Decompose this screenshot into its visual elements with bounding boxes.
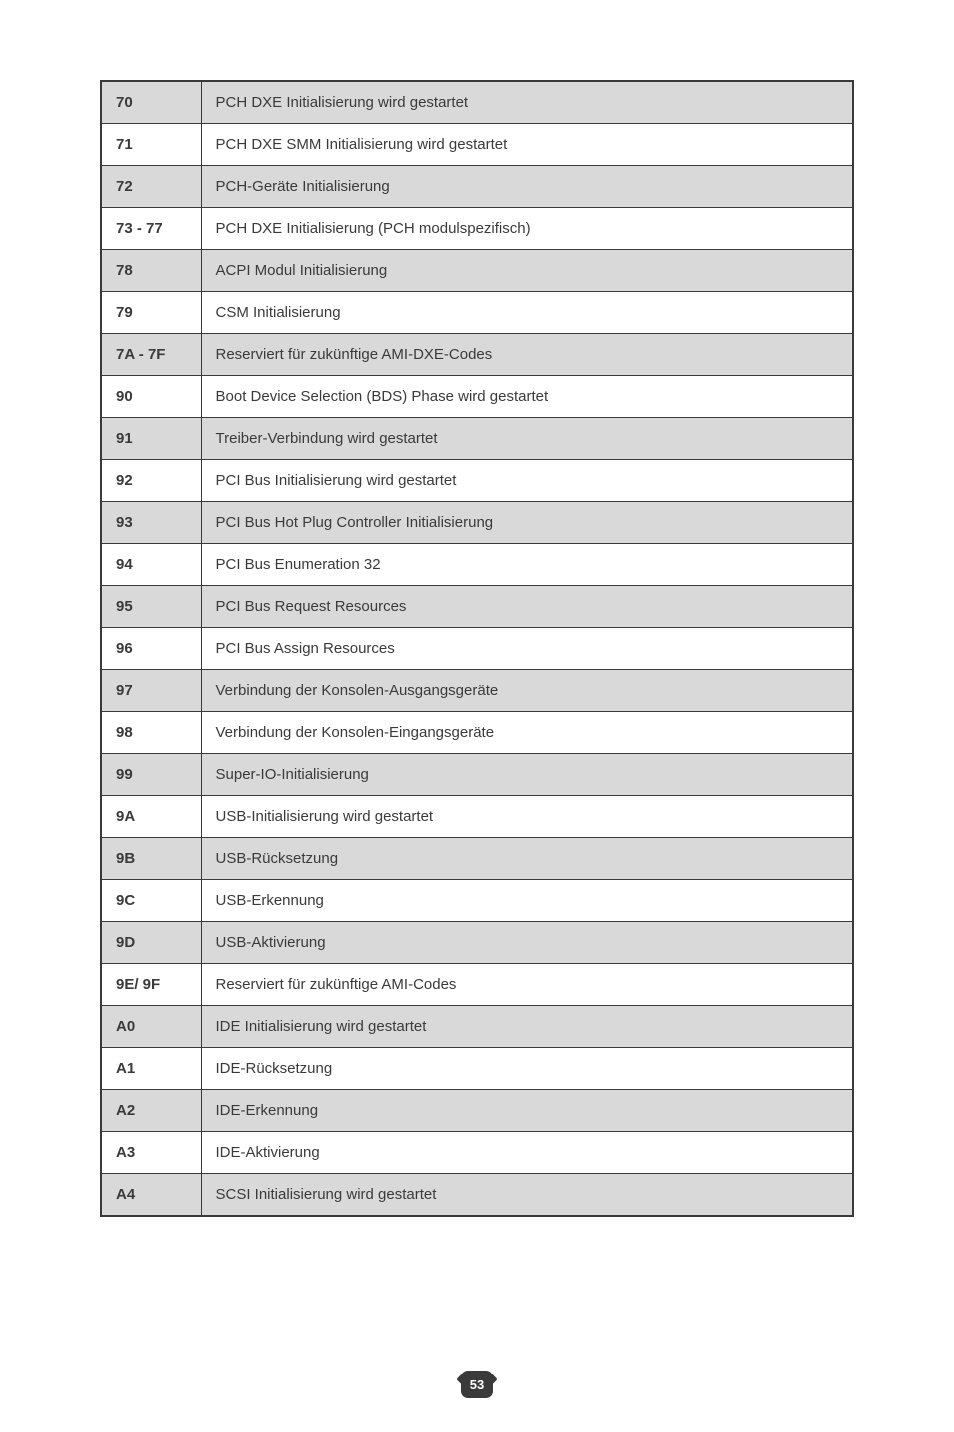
description-cell: IDE Initialisierung wird gestartet (201, 1006, 853, 1048)
description-cell: PCH DXE Initialisierung wird gestartet (201, 81, 853, 124)
table-row: 98Verbindung der Konsolen-Eingangsgeräte (101, 712, 853, 754)
description-cell: Verbindung der Konsolen-Eingangsgeräte (201, 712, 853, 754)
code-cell: 79 (101, 292, 201, 334)
description-cell: Super-IO-Initialisierung (201, 754, 853, 796)
description-cell: Treiber-Verbindung wird gestartet (201, 418, 853, 460)
code-cell: 9D (101, 922, 201, 964)
table-row: 95PCI Bus Request Resources (101, 586, 853, 628)
code-cell: 71 (101, 124, 201, 166)
description-cell: USB-Aktivierung (201, 922, 853, 964)
description-cell: PCH-Geräte Initialisierung (201, 166, 853, 208)
page-footer: 53 (0, 1371, 954, 1398)
code-cell: 7A - 7F (101, 334, 201, 376)
table-row: 79CSM Initialisierung (101, 292, 853, 334)
code-cell: 9B (101, 838, 201, 880)
code-cell: 90 (101, 376, 201, 418)
table-row: A0IDE Initialisierung wird gestartet (101, 1006, 853, 1048)
code-cell: 95 (101, 586, 201, 628)
description-cell: PCI Bus Initialisierung wird gestartet (201, 460, 853, 502)
table-row: 73 - 77PCH DXE Initialisierung (PCH modu… (101, 208, 853, 250)
table-row: 94PCI Bus Enumeration 32 (101, 544, 853, 586)
description-cell: USB-Erkennung (201, 880, 853, 922)
table-row: 9DUSB-Aktivierung (101, 922, 853, 964)
table-row: 9E/ 9FReserviert für zukünftige AMI-Code… (101, 964, 853, 1006)
description-cell: CSM Initialisierung (201, 292, 853, 334)
description-cell: USB-Rücksetzung (201, 838, 853, 880)
description-cell: Reserviert für zukünftige AMI-DXE-Codes (201, 334, 853, 376)
description-cell: SCSI Initialisierung wird gestartet (201, 1174, 853, 1217)
code-cell: 99 (101, 754, 201, 796)
table-row: 92PCI Bus Initialisierung wird gestartet (101, 460, 853, 502)
description-cell: IDE-Aktivierung (201, 1132, 853, 1174)
table-row: 78ACPI Modul Initialisierung (101, 250, 853, 292)
table-row: 70PCH DXE Initialisierung wird gestartet (101, 81, 853, 124)
code-cell: 9C (101, 880, 201, 922)
table-row: 9AUSB-Initialisierung wird gestartet (101, 796, 853, 838)
code-cell: 94 (101, 544, 201, 586)
table-row: 7A - 7FReserviert für zukünftige AMI-DXE… (101, 334, 853, 376)
description-cell: IDE-Erkennung (201, 1090, 853, 1132)
table-row: A2IDE-Erkennung (101, 1090, 853, 1132)
description-cell: PCI Bus Assign Resources (201, 628, 853, 670)
code-cell: 70 (101, 81, 201, 124)
code-cell: 96 (101, 628, 201, 670)
code-cell: 98 (101, 712, 201, 754)
code-cell: A4 (101, 1174, 201, 1217)
table-row: 99Super-IO-Initialisierung (101, 754, 853, 796)
code-cell: 92 (101, 460, 201, 502)
description-cell: USB-Initialisierung wird gestartet (201, 796, 853, 838)
description-cell: PCI Bus Enumeration 32 (201, 544, 853, 586)
table-row: 72PCH-Geräte Initialisierung (101, 166, 853, 208)
codes-table: 70PCH DXE Initialisierung wird gestartet… (100, 80, 854, 1217)
table-row: 71PCH DXE SMM Initialisierung wird gesta… (101, 124, 853, 166)
code-cell: 97 (101, 670, 201, 712)
description-cell: PCI Bus Hot Plug Controller Initialisier… (201, 502, 853, 544)
table-row: 91Treiber-Verbindung wird gestartet (101, 418, 853, 460)
table-row: 9CUSB-Erkennung (101, 880, 853, 922)
description-cell: Boot Device Selection (BDS) Phase wird g… (201, 376, 853, 418)
code-cell: 91 (101, 418, 201, 460)
code-cell: 9E/ 9F (101, 964, 201, 1006)
description-cell: PCH DXE Initialisierung (PCH modulspezif… (201, 208, 853, 250)
table-row: 93PCI Bus Hot Plug Controller Initialisi… (101, 502, 853, 544)
description-cell: ACPI Modul Initialisierung (201, 250, 853, 292)
description-cell: PCH DXE SMM Initialisierung wird gestart… (201, 124, 853, 166)
table-row: 9BUSB-Rücksetzung (101, 838, 853, 880)
code-cell: 93 (101, 502, 201, 544)
code-cell: A0 (101, 1006, 201, 1048)
description-cell: Reserviert für zukünftige AMI-Codes (201, 964, 853, 1006)
code-cell: 72 (101, 166, 201, 208)
code-cell: 73 - 77 (101, 208, 201, 250)
description-cell: IDE-Rücksetzung (201, 1048, 853, 1090)
code-cell: 78 (101, 250, 201, 292)
code-cell: A3 (101, 1132, 201, 1174)
table-row: 96PCI Bus Assign Resources (101, 628, 853, 670)
table-row: 97Verbindung der Konsolen-Ausgangsgeräte (101, 670, 853, 712)
table-row: 90Boot Device Selection (BDS) Phase wird… (101, 376, 853, 418)
description-cell: PCI Bus Request Resources (201, 586, 853, 628)
table-row: A3IDE-Aktivierung (101, 1132, 853, 1174)
table-row: A1IDE-Rücksetzung (101, 1048, 853, 1090)
table-row: A4SCSI Initialisierung wird gestartet (101, 1174, 853, 1217)
code-cell: A2 (101, 1090, 201, 1132)
code-cell: 9A (101, 796, 201, 838)
page-number-badge: 53 (461, 1371, 493, 1398)
code-cell: A1 (101, 1048, 201, 1090)
description-cell: Verbindung der Konsolen-Ausgangsgeräte (201, 670, 853, 712)
page-number: 53 (470, 1377, 484, 1392)
